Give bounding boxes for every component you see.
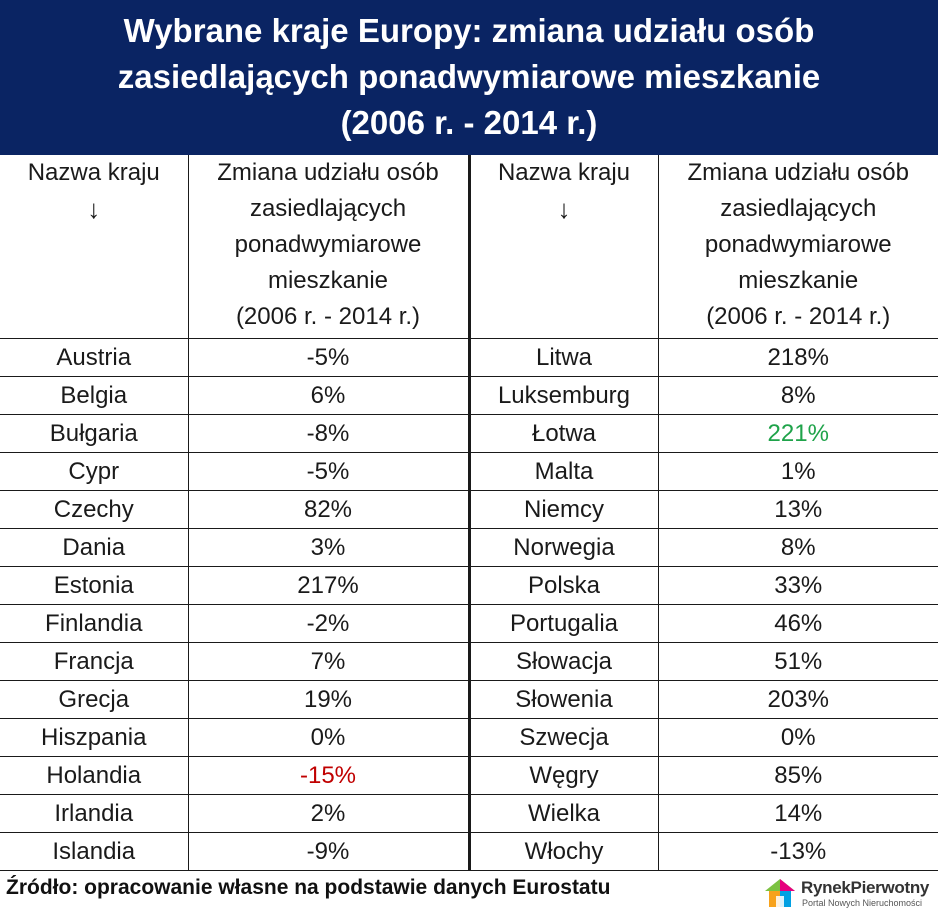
value-cell-lowest: -15%	[187, 756, 471, 795]
value-cell: 82%	[187, 490, 471, 529]
country-cell: Wielka	[468, 794, 659, 833]
table-row: Hiszpania 0% Szwecja 0%	[0, 718, 938, 757]
value-cell: 218%	[657, 338, 938, 377]
country-cell: Luksemburg	[468, 376, 659, 415]
value-cell: -5%	[187, 338, 471, 377]
header-country-left: Nazwa kraju ↓	[0, 155, 189, 339]
header-change-left: Zmiana udziału osób zasiedlających ponad…	[187, 155, 471, 339]
country-cell: Dania	[0, 528, 189, 567]
header-row: Nazwa kraju ↓ Zmiana udziału osób zasied…	[0, 155, 938, 339]
header-change-line: (2006 r. - 2014 r.)	[706, 303, 891, 330]
arrow-down-icon: ↓	[557, 194, 571, 224]
country-cell: Polska	[468, 566, 659, 605]
value-cell: -5%	[187, 452, 471, 491]
header-country-label: Nazwa kraju	[497, 159, 631, 186]
value-cell-highest: 221%	[657, 414, 938, 453]
value-cell: 1%	[657, 452, 938, 491]
value-cell: 13%	[657, 490, 938, 529]
value-cell: 7%	[187, 642, 471, 681]
country-cell: Słowenia	[468, 680, 659, 719]
title-line-3: (2006 r. - 2014 r.)	[340, 104, 598, 141]
header-country-right: Nazwa kraju ↓	[468, 155, 659, 339]
country-cell: Czechy	[0, 490, 189, 529]
value-cell: 46%	[657, 604, 938, 643]
header-change-line: (2006 r. - 2014 r.)	[235, 303, 421, 330]
country-cell: Islandia	[0, 832, 189, 871]
header-change-line: zasiedlających	[720, 195, 877, 222]
house-logo-icon	[765, 879, 795, 907]
value-cell: 203%	[657, 680, 938, 719]
title-line-1: Wybrane kraje Europy: zmiana udziału osó…	[123, 12, 815, 49]
country-cell: Słowacja	[468, 642, 659, 681]
table-row: Francja 7% Słowacja 51%	[0, 642, 938, 681]
header-change-line: Zmiana udziału osób	[687, 159, 909, 186]
table-row: Islandia -9% Włochy -13%	[0, 832, 938, 871]
source-note: Źródło: opracowanie własne na podstawie …	[6, 876, 611, 899]
country-cell: Cypr	[0, 452, 189, 491]
country-cell: Węgry	[468, 756, 659, 795]
header-country-label: Nazwa kraju	[27, 159, 160, 186]
header-change-right: Zmiana udziału osób zasiedlających ponad…	[657, 155, 938, 339]
value-cell: 217%	[187, 566, 471, 605]
country-cell: Łotwa	[468, 414, 659, 453]
country-cell: Malta	[468, 452, 659, 491]
table-row: Austria -5% Litwa 218%	[0, 338, 938, 377]
country-cell: Szwecja	[468, 718, 659, 757]
country-cell: Norwegia	[468, 528, 659, 567]
value-cell: 8%	[657, 528, 938, 567]
table-row: Cypr -5% Malta 1%	[0, 452, 938, 491]
country-cell: Belgia	[0, 376, 189, 415]
value-cell: 19%	[187, 680, 471, 719]
country-cell: Litwa	[468, 338, 659, 377]
data-table: Nazwa kraju ↓ Zmiana udziału osób zasied…	[0, 155, 938, 871]
value-cell: 0%	[657, 718, 938, 757]
value-cell: -8%	[187, 414, 471, 453]
arrow-down-icon: ↓	[87, 194, 101, 224]
header-change-line: mieszkanie	[267, 267, 389, 294]
country-cell: Austria	[0, 338, 189, 377]
value-cell: 85%	[657, 756, 938, 795]
country-cell: Portugalia	[468, 604, 659, 643]
value-cell: 14%	[657, 794, 938, 833]
country-cell: Finlandia	[0, 604, 189, 643]
table-row: Czechy 82% Niemcy 13%	[0, 490, 938, 529]
value-cell: -9%	[187, 832, 471, 871]
page-title: Wybrane kraje Europy: zmiana udziału osó…	[0, 0, 938, 155]
value-cell: -2%	[187, 604, 471, 643]
header-change-line: mieszkanie	[738, 267, 859, 294]
value-cell: 8%	[657, 376, 938, 415]
table-row: Bułgaria -8% Łotwa 221%	[0, 414, 938, 453]
table-row: Irlandia 2% Wielka 14%	[0, 794, 938, 833]
country-cell: Bułgaria	[0, 414, 189, 453]
table-row: Grecja 19% Słowenia 203%	[0, 680, 938, 719]
value-cell: 6%	[187, 376, 471, 415]
logo-tagline: Portal Nowych Nieruchomości	[802, 898, 923, 908]
header-change-line: zasiedlających	[249, 195, 407, 222]
header-change-line: Zmiana udziału osób	[217, 159, 439, 186]
table-row: Belgia 6% Luksemburg 8%	[0, 376, 938, 415]
header-change-line: ponadwymiarowe	[234, 231, 422, 258]
country-cell: Niemcy	[468, 490, 659, 529]
table-row: Finlandia -2% Portugalia 46%	[0, 604, 938, 643]
country-cell: Estonia	[0, 566, 189, 605]
value-cell: 2%	[187, 794, 471, 833]
country-cell: Włochy	[468, 832, 659, 871]
table-row: Holandia -15% Węgry 85%	[0, 756, 938, 795]
country-cell: Hiszpania	[0, 718, 189, 757]
logo: RynekPierwotny Portal Nowych Nieruchomoś…	[763, 877, 933, 913]
country-cell: Irlandia	[0, 794, 189, 833]
value-cell-poland: 33%	[657, 566, 938, 605]
value-cell: 0%	[187, 718, 471, 757]
value-cell: 51%	[657, 642, 938, 681]
logo-name: RynekPierwotny	[801, 878, 930, 897]
country-cell: Francja	[0, 642, 189, 681]
value-cell: -13%	[657, 832, 938, 871]
country-cell: Grecja	[0, 680, 189, 719]
title-line-2: zasiedlających ponadwymiarowe mieszkanie	[117, 58, 821, 95]
table-row: Estonia 217% Polska 33%	[0, 566, 938, 605]
table-row: Dania 3% Norwegia 8%	[0, 528, 938, 567]
value-cell: 3%	[187, 528, 471, 567]
header-change-line: ponadwymiarowe	[704, 231, 892, 258]
country-cell: Holandia	[0, 756, 189, 795]
